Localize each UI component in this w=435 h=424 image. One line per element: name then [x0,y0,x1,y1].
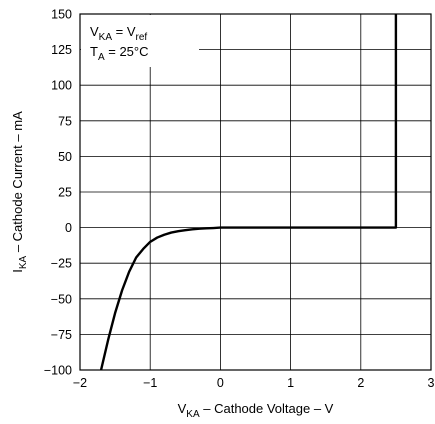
annotation-temperature: TA = 25°C [90,44,149,63]
annotation-vka-vref: VKA = Vref [90,24,147,43]
x-tick-label: −1 [143,376,157,390]
y-tick-label: 125 [51,43,72,57]
y-tick-label: 25 [58,186,72,200]
y-tick-label: −75 [51,328,72,342]
x-tick-label: 1 [287,376,294,390]
y-tick-label: −25 [51,257,72,271]
y-tick-label: 0 [65,221,72,235]
y-tick-label: 50 [58,150,72,164]
plot-frame [79,13,432,371]
x-tick-label: −2 [73,376,87,390]
y-tick-labels: 150 125 100 75 50 25 0 −25 −50 −75 −100 [44,8,72,378]
y-tick-label: −50 [51,292,72,306]
x-tick-label: 0 [217,376,224,390]
y-tick-label: 150 [51,8,72,22]
x-tick-labels: −2 −1 0 1 2 3 [73,376,435,390]
grid [79,13,432,371]
y-tick-label: 75 [58,114,72,128]
x-tick-label: 2 [357,376,364,390]
x-axis-label: VKA – Cathode Voltage – V [178,401,334,420]
y-tick-label: −100 [44,364,72,378]
annotation-box [81,15,199,67]
y-axis-label: IKA – Cathode Current – mA [10,111,29,273]
x-tick-label: 3 [428,376,435,390]
series-line [99,14,398,371]
y-tick-label: 100 [51,79,72,93]
